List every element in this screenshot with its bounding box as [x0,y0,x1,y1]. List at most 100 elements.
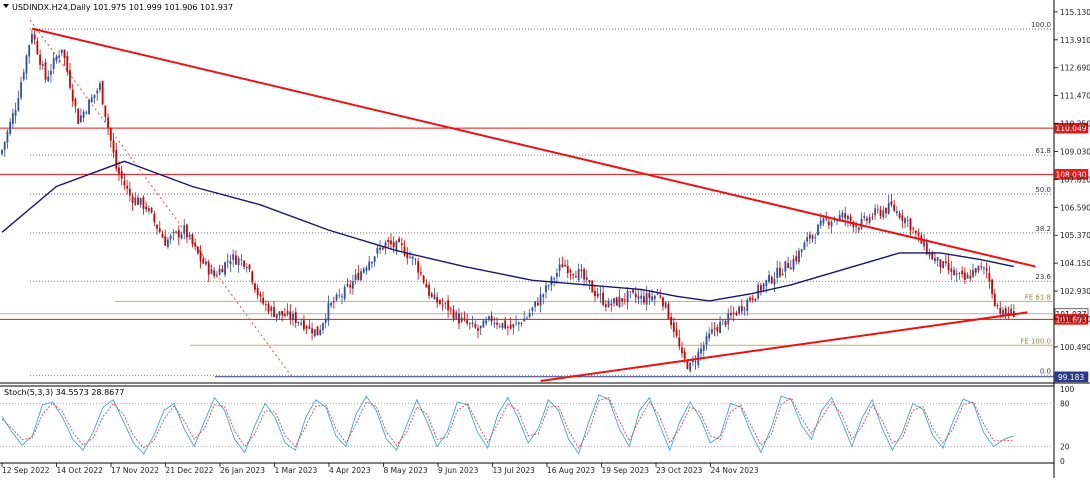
candle-body [96,90,99,94]
candle-body [142,197,145,209]
candle-body [803,242,806,250]
candle-body [63,49,66,59]
candle-body [743,309,746,310]
candle-body [561,264,564,268]
candle-body [610,303,613,306]
candle-body [477,328,479,331]
candle-body [594,290,596,296]
candle-body [387,240,390,243]
candle-body [41,64,44,66]
candle-body [550,276,553,286]
candle-body [520,323,523,325]
candle-body [468,323,471,324]
candle-body [640,295,643,299]
candle-body [906,219,909,221]
candle-body [474,323,477,328]
time-tick-label: 23 Oct 2023 [656,466,703,475]
candle-body [430,293,433,297]
candle-body [670,316,673,326]
candle-body [501,323,504,329]
candle-body [343,286,346,299]
candle-body [93,94,96,98]
candle-body [917,232,920,236]
price-tick-label: 101.710 [1060,315,1090,324]
price-level-label: 110.049 [1055,124,1086,133]
time-tick-label: 26 Jan 2023 [220,466,265,475]
candle-body [199,251,202,262]
candle-body [819,220,822,226]
candle-body [22,72,25,80]
candle-body [308,325,311,329]
stoch-tick-label: 80 [1060,399,1070,408]
time-tick-label: 1 Mar 2023 [275,466,318,475]
candle-body [569,270,572,273]
candle-body [626,291,629,303]
candle-body [120,170,123,179]
candle-body [575,276,577,278]
candle-body [88,99,90,115]
candle-body [490,315,493,322]
candle-body [852,221,855,228]
candle-body [792,258,795,270]
candle-body [547,285,550,287]
candle-body [931,252,934,260]
candle-body [507,327,509,328]
candle-body [463,317,466,319]
candle-body [44,62,47,80]
title-block: USDINDX.H24,Daily 101.975 101.999 101.90… [3,3,233,12]
candle-body [332,301,335,303]
candle-body [39,54,41,65]
candle-body [25,55,28,74]
candle-body [901,215,904,221]
candle-body [895,211,898,214]
candle-body [99,83,101,90]
candle-body [294,312,297,323]
stochastic-pane: 100 80 20 0 [0,385,1075,466]
candle-body [422,275,425,283]
candle-body [675,329,678,336]
resistance-trendline[interactable] [31,27,1036,268]
candle-body [1004,308,1007,315]
fib-dashed-swing-line [29,19,293,378]
candle-body [441,304,444,306]
candle-body [213,270,216,277]
candle-body [789,267,792,270]
candle-body [711,329,713,334]
candle-body [798,250,800,263]
candle-body [137,197,139,205]
candle-body [934,258,936,262]
fe-level-label: FE 100.0 [1020,337,1051,345]
candle-body [643,296,645,303]
candle-body [539,294,542,306]
price-tick-label: 106.590 [1060,203,1090,212]
candle-body [69,70,71,88]
candle-body [335,294,338,301]
candle-body [36,40,39,55]
candle-body [716,327,719,332]
candle-body [324,319,327,323]
candle-body [482,320,485,328]
candle-body [838,215,841,220]
candle-body [814,237,817,238]
candle-body [700,348,702,354]
candle-body [991,279,993,295]
candle-body [58,55,61,58]
trendlines[interactable] [31,27,1036,382]
candle-body [868,216,871,223]
candle-body [708,333,711,339]
candle-body [11,113,14,124]
candle-body [6,131,9,143]
candle-body [428,285,430,296]
stoch-signal-line [1,396,1014,449]
time-tick-label: 4 Apr 2023 [329,466,371,475]
candle-body [509,324,512,329]
candle-body [28,45,31,57]
time-tick-label: 21 Dec 2022 [166,466,214,475]
candle-body [825,218,828,220]
candle-body [145,206,148,210]
support-trendline[interactable] [540,311,1028,382]
candle-body [327,302,330,321]
